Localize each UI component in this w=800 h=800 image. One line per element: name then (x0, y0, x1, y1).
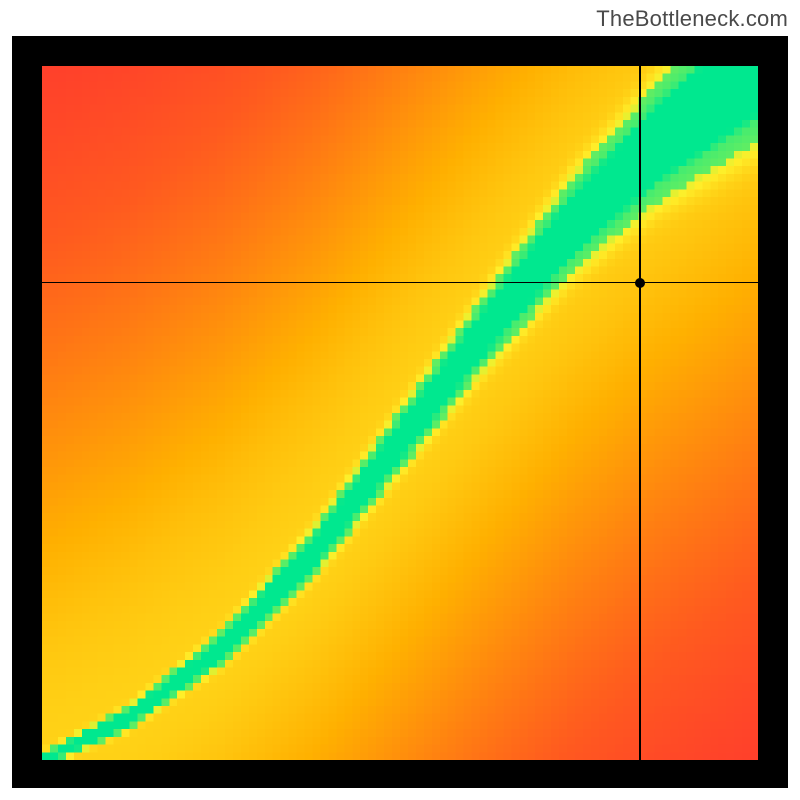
crosshair-vertical (639, 66, 640, 760)
watermark-text: TheBottleneck.com (596, 6, 788, 32)
crosshair-horizontal (42, 282, 758, 283)
heatmap-canvas (42, 66, 758, 760)
crosshair-marker (635, 278, 645, 288)
